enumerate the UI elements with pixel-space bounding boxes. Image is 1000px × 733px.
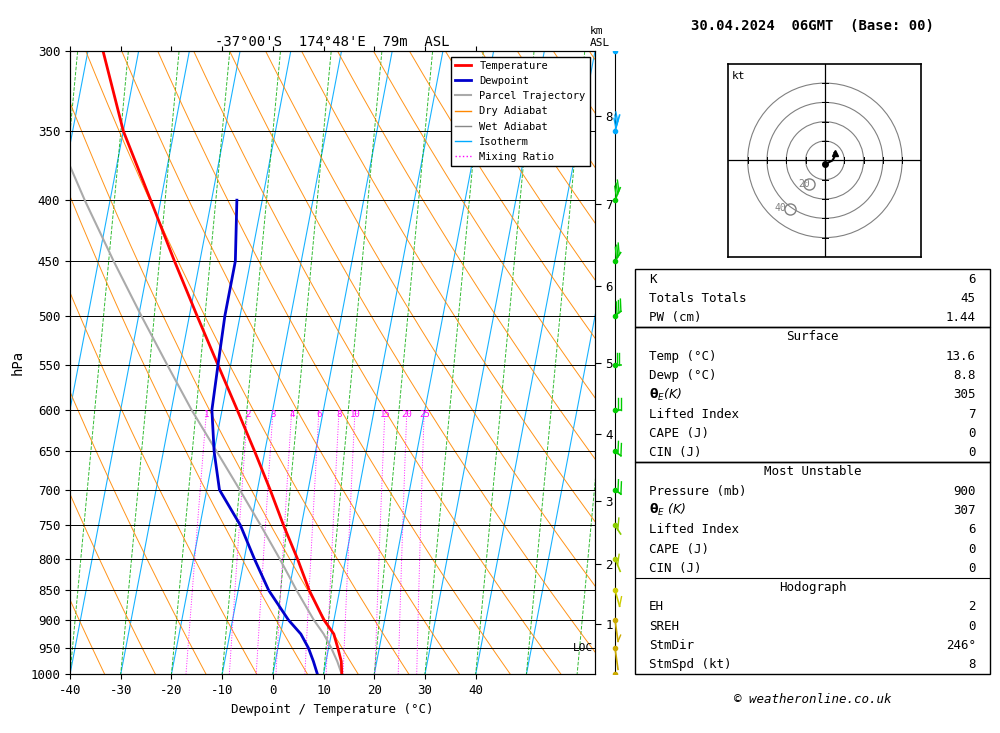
Text: 3: 3: [270, 410, 276, 419]
Y-axis label: hPa: hPa: [11, 350, 25, 375]
Text: 900: 900: [953, 485, 976, 498]
Text: km
ASL: km ASL: [590, 26, 610, 48]
Text: SREH: SREH: [649, 619, 679, 633]
Text: 4: 4: [289, 410, 294, 419]
Text: Temp (°C): Temp (°C): [649, 350, 717, 363]
Text: 0: 0: [968, 446, 976, 459]
Text: Lifted Index: Lifted Index: [649, 408, 739, 421]
Text: 25: 25: [419, 410, 430, 419]
Text: 246°: 246°: [946, 639, 976, 652]
Text: 7: 7: [968, 408, 976, 421]
Text: CAPE (J): CAPE (J): [649, 427, 709, 440]
Text: 20: 20: [401, 410, 412, 419]
Text: StmDir: StmDir: [649, 639, 694, 652]
Text: 1.44: 1.44: [946, 311, 976, 324]
Text: K: K: [649, 273, 657, 286]
Text: 8: 8: [968, 658, 976, 671]
Text: EH: EH: [649, 600, 664, 614]
Text: © weatheronline.co.uk: © weatheronline.co.uk: [734, 693, 891, 706]
Text: CIN (J): CIN (J): [649, 561, 702, 575]
Text: 6: 6: [968, 273, 976, 286]
Text: Surface: Surface: [786, 331, 839, 343]
Text: StmSpd (kt): StmSpd (kt): [649, 658, 732, 671]
Text: LOC: LOC: [573, 643, 593, 653]
Text: 8: 8: [336, 410, 342, 419]
Text: 305: 305: [953, 388, 976, 401]
Text: Dewp (°C): Dewp (°C): [649, 369, 717, 382]
Text: 1: 1: [204, 410, 209, 419]
Text: PW (cm): PW (cm): [649, 311, 702, 324]
Text: 45: 45: [961, 292, 976, 305]
Text: $\mathbf{\theta}_E$ (K): $\mathbf{\theta}_E$ (K): [649, 502, 686, 518]
Text: 0: 0: [968, 427, 976, 440]
Title: -37°00'S  174°48'E  79m  ASL: -37°00'S 174°48'E 79m ASL: [215, 34, 450, 49]
Text: CAPE (J): CAPE (J): [649, 542, 709, 556]
Text: 2: 2: [245, 410, 250, 419]
Text: 8.8: 8.8: [953, 369, 976, 382]
X-axis label: Dewpoint / Temperature (°C): Dewpoint / Temperature (°C): [231, 703, 434, 715]
Text: Lifted Index: Lifted Index: [649, 523, 739, 537]
Text: Most Unstable: Most Unstable: [764, 465, 861, 479]
Legend: Temperature, Dewpoint, Parcel Trajectory, Dry Adiabat, Wet Adiabat, Isotherm, Mi: Temperature, Dewpoint, Parcel Trajectory…: [451, 56, 590, 166]
Text: 6: 6: [968, 523, 976, 537]
Text: Pressure (mb): Pressure (mb): [649, 485, 747, 498]
Text: Totals Totals: Totals Totals: [649, 292, 747, 305]
Text: $\mathbf{\theta}_E$(K): $\mathbf{\theta}_E$(K): [649, 387, 682, 402]
Text: CIN (J): CIN (J): [649, 446, 702, 459]
Text: 6: 6: [316, 410, 322, 419]
Text: 0: 0: [968, 542, 976, 556]
Text: 10: 10: [350, 410, 360, 419]
Text: 2: 2: [968, 600, 976, 614]
Text: 13.6: 13.6: [946, 350, 976, 363]
Text: 0: 0: [968, 561, 976, 575]
Text: Hodograph: Hodograph: [779, 581, 846, 594]
Text: 15: 15: [380, 410, 390, 419]
Text: 307: 307: [953, 504, 976, 517]
Text: 0: 0: [968, 619, 976, 633]
Text: 30.04.2024  06GMT  (Base: 00): 30.04.2024 06GMT (Base: 00): [691, 18, 934, 32]
